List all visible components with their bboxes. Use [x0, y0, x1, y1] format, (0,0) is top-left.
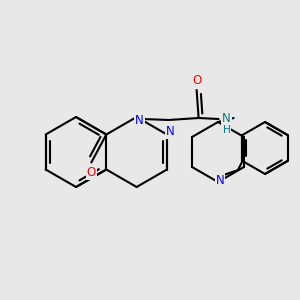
Text: O: O	[192, 74, 201, 86]
Text: O: O	[87, 166, 96, 179]
Text: H: H	[223, 125, 231, 135]
Text: N: N	[222, 112, 231, 125]
Text: N: N	[216, 173, 224, 187]
Text: N: N	[166, 125, 174, 138]
Text: N: N	[135, 113, 144, 127]
